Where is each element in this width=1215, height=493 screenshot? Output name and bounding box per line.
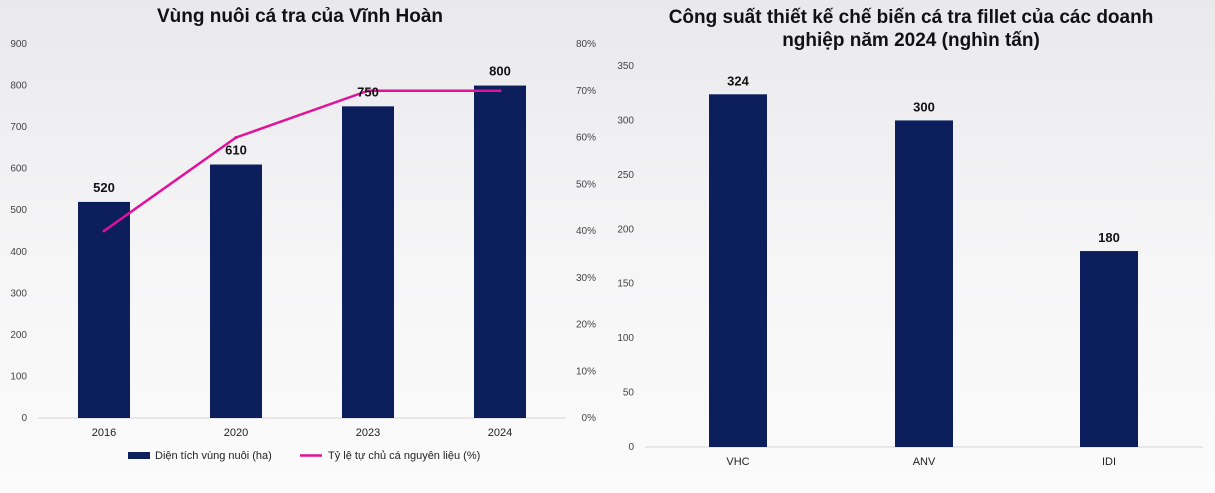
left-line-point (366, 89, 370, 93)
right-chart-title: Công suất thiết kế chế biến cá tra fille… (668, 7, 1154, 51)
left-x-tick-label: 2024 (488, 427, 512, 439)
left-chart-panel: Vùng nuôi cá tra của Vĩnh Hoàn 0 100 200 30… (0, 0, 600, 493)
right-chart-svg: 0 50 100 150 200 250 300 350 324 VHC 300 ANV 180 IDI (617, 61, 1203, 468)
left-bar-data-label: 610 (225, 143, 247, 158)
right-x-tick-label: ANV (913, 456, 936, 468)
right-x-tick-label: VHC (726, 456, 749, 468)
left-y-tick-label: 700 (10, 122, 27, 133)
right-y-tick-label: 200 (617, 224, 634, 235)
left-y-tick-label: 900 (10, 39, 27, 50)
right-chart-panel: Công suất thiết kế chế biến cá tra fille… (607, 0, 1215, 493)
right-y-tick-label: 350 (617, 61, 634, 72)
right-y-tick-label: 150 (617, 279, 634, 290)
right-y-tick-label: 50 (623, 388, 635, 399)
left-y-tick-label: 0 (21, 413, 27, 424)
left-y-tick-label: 600 (10, 164, 27, 175)
left-bar (342, 106, 394, 418)
right-bar (895, 120, 953, 447)
left-x-tick-label: 2016 (92, 427, 116, 439)
left-y2-tick-label: 20% (576, 320, 596, 331)
left-bar (210, 164, 262, 418)
left-y-tick-label: 300 (10, 288, 27, 299)
legend-bar-label: Diện tích vùng nuôi (ha) (155, 450, 272, 462)
left-y-tick-label: 800 (10, 81, 27, 92)
left-y2-tick-label: 30% (576, 273, 596, 284)
left-bar (78, 201, 130, 418)
right-y-tick-label: 100 (617, 333, 634, 344)
legend-line-label: Tỷ lệ tự chủ cá nguyên liệu (%) (328, 450, 480, 462)
right-bar-data-label: 300 (913, 99, 935, 114)
right-bar-data-label: 324 (727, 73, 749, 88)
left-line-point (234, 136, 238, 139)
left-bar-data-label: 750 (357, 84, 379, 99)
left-y-tick-label: 100 (10, 371, 27, 382)
left-y2-tick-label: 60% (576, 133, 596, 144)
right-y-tick-label: 250 (617, 170, 634, 181)
left-bar-data-label: 800 (489, 64, 511, 79)
left-line-series (103, 89, 500, 233)
left-y2-tick-label: 40% (576, 226, 596, 237)
left-y2-tick-label: 70% (576, 86, 596, 97)
left-line-point (498, 89, 502, 93)
left-y2-tick-label: 50% (576, 179, 596, 190)
legend-bar-swatch (128, 452, 150, 459)
left-y2-tick-label: 80% (576, 39, 596, 50)
right-bar-data-label: 180 (1098, 230, 1120, 245)
left-y-tick-label: 500 (10, 205, 27, 216)
left-x-tick-label: 2020 (224, 427, 248, 439)
right-bar (709, 94, 767, 447)
right-y-tick-label: 300 (617, 115, 634, 126)
left-y2-tick-label: 0% (582, 413, 597, 424)
left-bar-data-label: 520 (93, 180, 115, 195)
left-chart-svg: 0 100 200 300 400 500 600 700 800 900 0% 10% 20% 30% 4… (10, 39, 597, 462)
left-x-tick-label: 2023 (356, 427, 380, 439)
right-y-tick-label: 0 (628, 442, 634, 453)
left-y-tick-label: 200 (10, 330, 27, 341)
left-chart-title: Vùng nuôi cá tra của Vĩnh Hoàn (156, 6, 444, 27)
right-bar (1080, 251, 1138, 447)
right-x-tick-label: IDI (1102, 456, 1116, 468)
left-y-tick-label: 400 (10, 247, 27, 258)
left-y2-tick-label: 10% (576, 366, 596, 377)
left-bar (474, 85, 526, 419)
left-line-point (102, 229, 106, 233)
